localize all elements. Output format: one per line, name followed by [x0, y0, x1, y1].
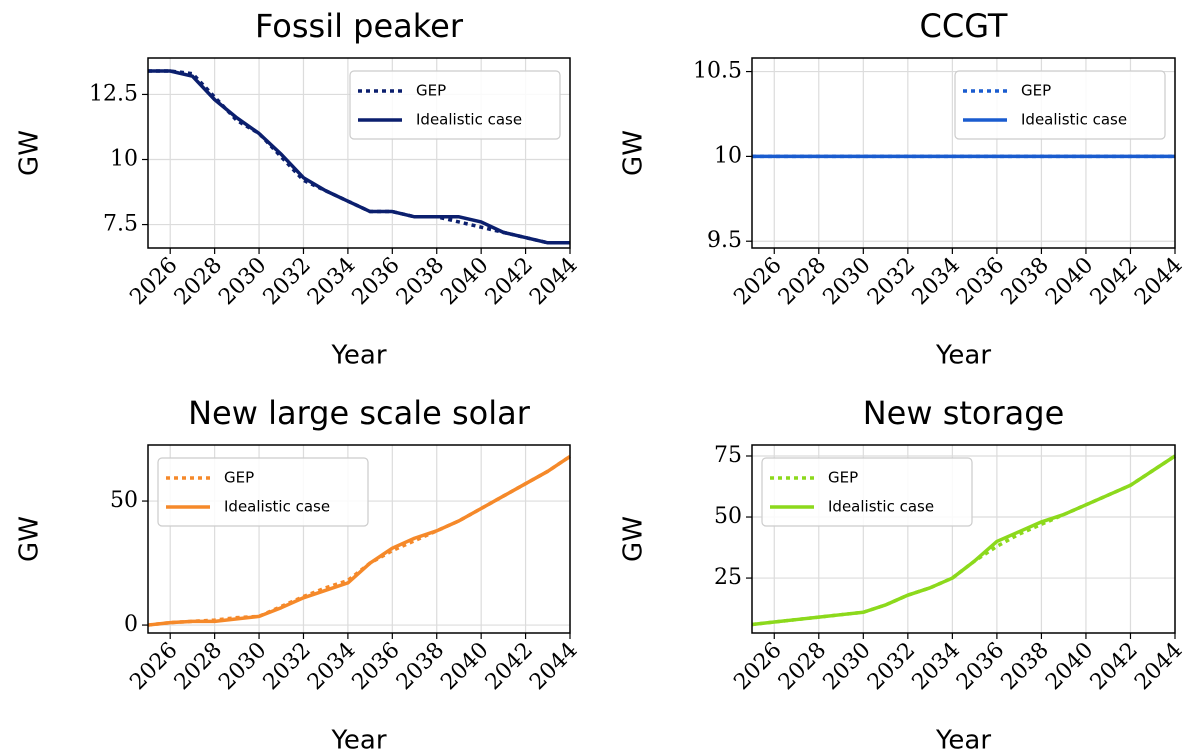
x-tick-label: 2028 — [170, 253, 227, 310]
legend-box — [157, 457, 369, 527]
chart-title: New storage — [863, 394, 1065, 432]
x-tick-label: 2042 — [1086, 638, 1143, 695]
x-tick-label: 2044 — [525, 253, 582, 310]
x-tick-label: 2038 — [392, 253, 449, 310]
y-tick-label: 7.5 — [103, 212, 138, 237]
x-tick-label: 2034 — [303, 638, 360, 695]
y-axis-label: GW — [15, 130, 45, 176]
axes-frame — [147, 57, 571, 249]
axes-frame — [147, 444, 571, 634]
x-tick-label: 2030 — [819, 253, 876, 310]
x-axis-label: Year — [935, 726, 991, 756]
axes-frame — [751, 57, 1176, 249]
x-axis-label: Year — [330, 726, 386, 756]
y-tick-label: 9.5 — [707, 228, 742, 253]
x-tick-label: 2044 — [1130, 638, 1187, 695]
axes-frame — [751, 444, 1176, 634]
series-line — [751, 454, 1176, 627]
x-axis-label: Year — [330, 341, 386, 371]
y-tick-label: 50 — [714, 504, 742, 529]
y-tick-label: 50 — [110, 488, 138, 513]
y-tick-label: 10 — [714, 143, 742, 168]
series-line — [147, 454, 571, 627]
x-tick-label: 2026 — [125, 638, 182, 695]
x-tick-label: 2042 — [481, 638, 538, 695]
series-line — [148, 69, 570, 245]
legend-label: Idealistic case — [1021, 111, 1127, 129]
x-tick-label: 2028 — [774, 253, 831, 310]
legend-label: GEP — [224, 469, 254, 487]
x-tick-label: 2044 — [1130, 253, 1187, 310]
x-tick-label: 2036 — [952, 638, 1009, 695]
x-tick-label: 2036 — [348, 253, 405, 310]
y-tick-label: 10 — [110, 147, 138, 172]
y-tick-label: 0 — [124, 612, 138, 637]
legend-label: Idealistic case — [416, 111, 522, 129]
x-tick-label: 2034 — [908, 638, 965, 695]
x-tick-label: 2040 — [1041, 638, 1098, 695]
x-tick-label: 2026 — [729, 638, 786, 695]
y-axis-label: GW — [619, 130, 649, 176]
x-tick-label: 2036 — [952, 253, 1009, 310]
x-tick-label: 2042 — [1086, 253, 1143, 310]
x-tick-label: 2040 — [436, 253, 493, 310]
legend-label: GEP — [828, 469, 858, 487]
legend-label: Idealistic case — [828, 498, 934, 516]
x-tick-label: 2030 — [819, 638, 876, 695]
x-tick-label: 2038 — [392, 638, 449, 695]
x-tick-label: 2032 — [863, 638, 920, 695]
x-tick-label: 2028 — [170, 638, 227, 695]
y-tick-label: 12.5 — [89, 81, 138, 106]
x-tick-label: 2040 — [436, 638, 493, 695]
legend-box — [761, 457, 973, 527]
chart-title: CCGT — [920, 7, 1008, 45]
x-tick-label: 2032 — [259, 638, 316, 695]
legend-label: GEP — [416, 82, 446, 100]
y-tick-label: 25 — [714, 565, 742, 590]
y-axis-label: GW — [619, 516, 649, 562]
x-tick-label: 2030 — [214, 253, 271, 310]
legend-label: GEP — [1021, 82, 1051, 100]
legend-box — [349, 70, 561, 140]
x-tick-label: 2034 — [908, 253, 965, 310]
y-axis-label: GW — [15, 516, 45, 562]
x-tick-label: 2026 — [125, 253, 182, 310]
legend-label: Idealistic case — [224, 498, 330, 516]
x-tick-label: 2040 — [1041, 253, 1098, 310]
chart-title: Fossil peaker — [255, 7, 464, 45]
x-tick-label: 2044 — [525, 638, 582, 695]
x-tick-label: 2028 — [774, 638, 831, 695]
y-tick-label: 10.5 — [693, 59, 742, 84]
x-tick-label: 2038 — [997, 253, 1054, 310]
x-tick-label: 2032 — [259, 253, 316, 310]
legend-box — [954, 70, 1166, 140]
x-tick-label: 2036 — [348, 638, 405, 695]
x-tick-label: 2032 — [863, 253, 920, 310]
x-tick-label: 2034 — [303, 253, 360, 310]
x-axis-label: Year — [935, 341, 991, 371]
y-tick-label: 75 — [714, 443, 742, 468]
x-tick-label: 2026 — [729, 253, 786, 310]
x-tick-label: 2030 — [214, 638, 271, 695]
x-tick-label: 2042 — [481, 253, 538, 310]
x-tick-label: 2038 — [997, 638, 1054, 695]
chart-title: New large scale solar — [188, 394, 531, 432]
